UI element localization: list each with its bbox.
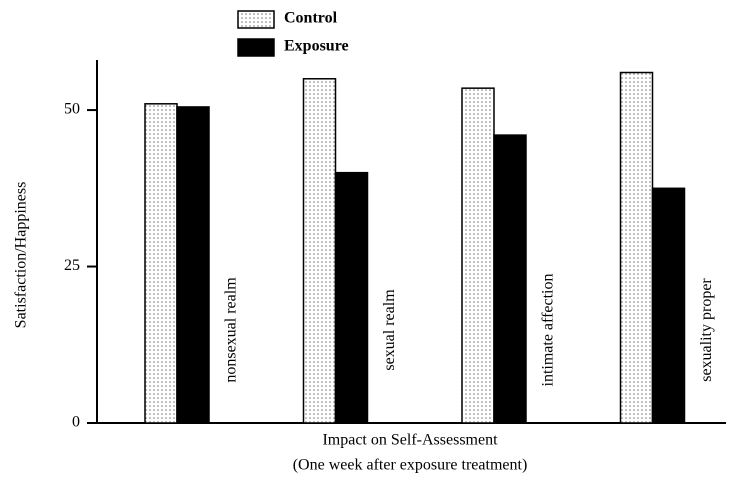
y-axis-label: Satisfaction/Happiness [13, 182, 30, 329]
bar [493, 134, 527, 424]
x-axis-label: (One week after exposure treatment) [293, 457, 528, 474]
bar [144, 103, 178, 424]
y-tick-label: 0 [72, 414, 80, 431]
bar [334, 171, 369, 424]
category-label: nonsexual realm [223, 277, 240, 383]
x-axis-label: Impact on Self-Assessment [322, 432, 498, 449]
legend-label: Control [284, 10, 338, 27]
bar [176, 106, 210, 424]
bar [461, 87, 495, 424]
bar [302, 78, 337, 424]
bar [619, 71, 654, 424]
category-label: sexuality proper [698, 278, 715, 382]
legend-swatch [237, 38, 275, 57]
category-label: sexual realm [381, 289, 398, 371]
legend-label: Exposure [284, 38, 349, 55]
legend-swatch [237, 10, 275, 29]
category-label: intimate affection [540, 274, 557, 387]
bar [651, 187, 686, 424]
y-tick-label: 25 [64, 257, 80, 274]
y-tick-label: 50 [64, 101, 80, 118]
